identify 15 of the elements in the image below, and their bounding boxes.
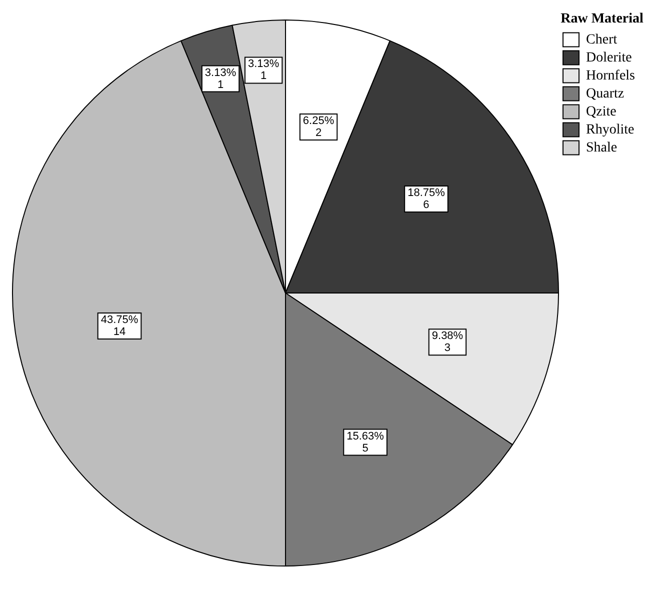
- data-label: 3.13% 1: [248, 58, 280, 82]
- legend-label: Shale: [586, 140, 618, 156]
- data-label: 9.38% 3: [432, 330, 464, 354]
- data-label: 15.63% 5: [346, 430, 384, 454]
- legend-label: Quartz: [586, 86, 624, 102]
- legend-label: Chert: [586, 32, 618, 48]
- legend-title: Raw Material: [560, 12, 644, 27]
- data-label: 43.75% 14: [100, 314, 138, 338]
- legend-label: Hornfels: [586, 68, 636, 84]
- legend-label: Qzite: [586, 104, 616, 120]
- legend-label: Rhyolite: [586, 122, 634, 138]
- data-label: 3.13% 1: [204, 66, 236, 91]
- legend-label: Dolerite: [586, 50, 632, 66]
- data-label: 6.25% 2: [302, 115, 334, 140]
- data-label: 18.75% 6: [408, 186, 446, 211]
